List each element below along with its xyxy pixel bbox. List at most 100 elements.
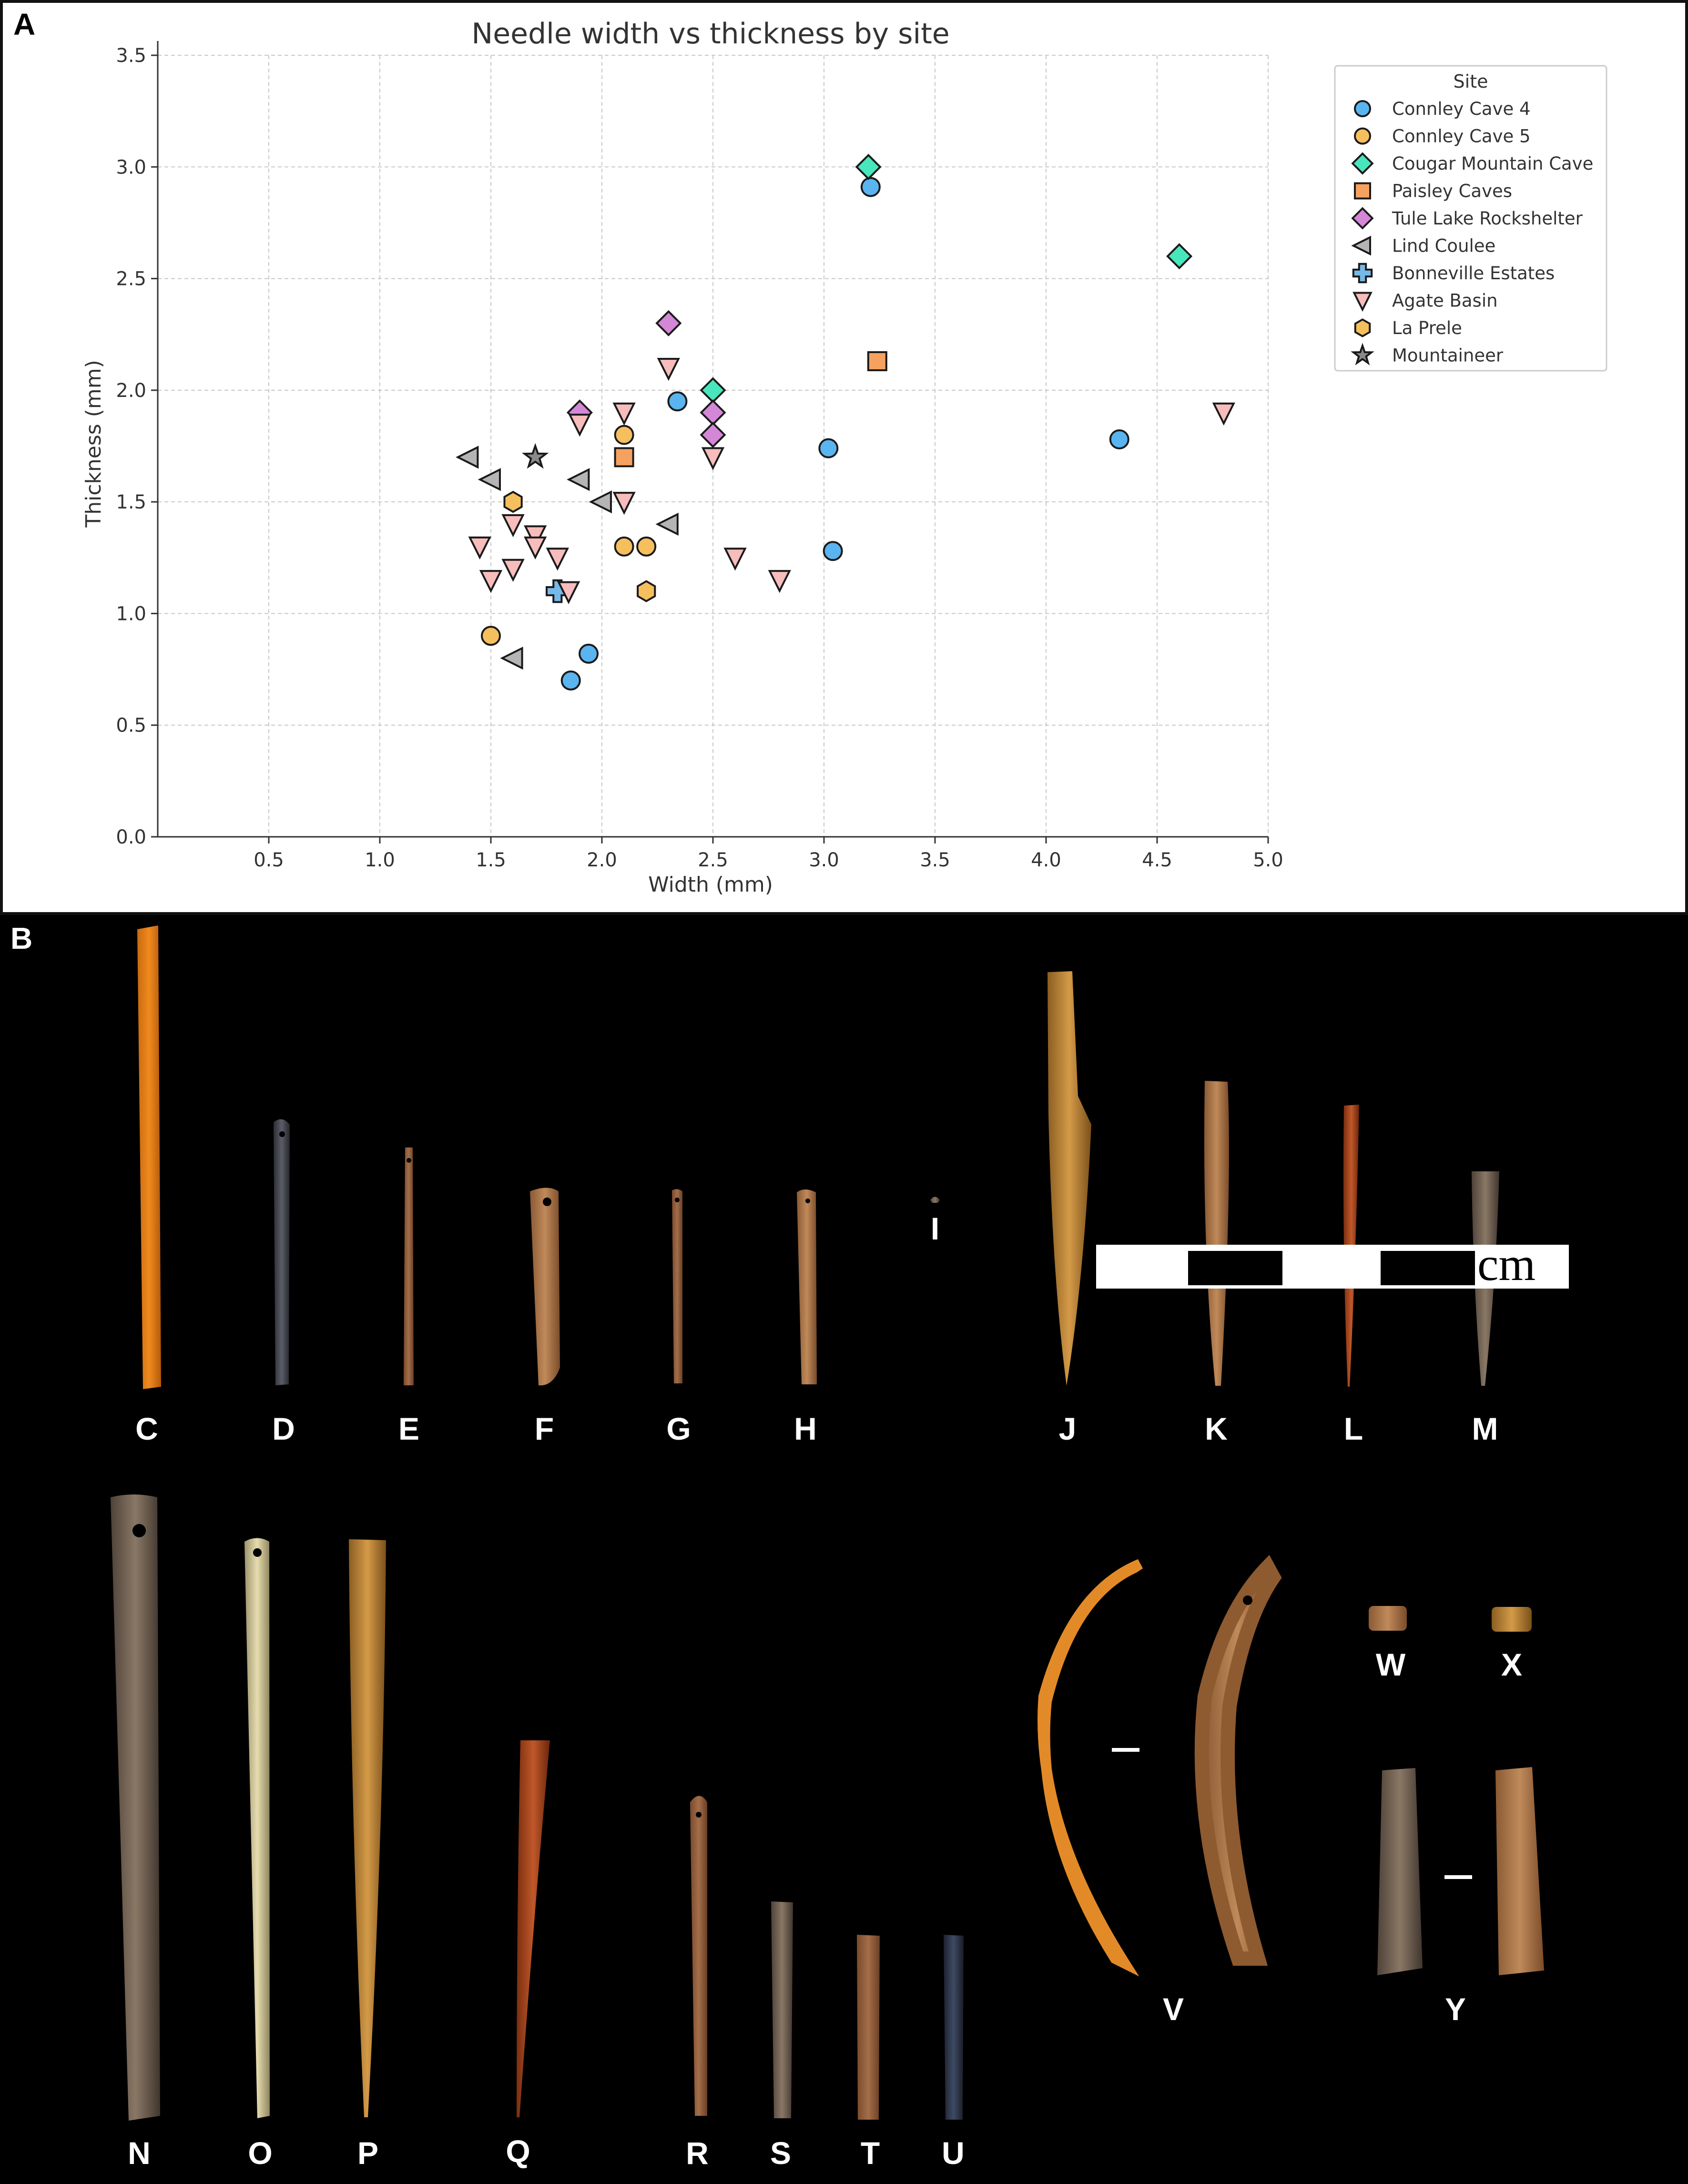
data-point [1109, 429, 1129, 449]
specimen-y-left [1377, 1768, 1423, 1975]
specimen-u [944, 1935, 964, 2120]
data-point [637, 580, 656, 602]
x-tick-label: 4.0 [1031, 849, 1061, 871]
label-i: I [930, 1211, 940, 1246]
panel-a-letter: A [13, 7, 36, 41]
legend-marker [1354, 127, 1371, 145]
chart-ticks: 0.5 1.0 1.5 2.0 2.5 3.0 3.5 4.0 4.5 5.0 0.0 0.5 1.0 1… [116, 45, 1283, 871]
data-point [568, 414, 591, 437]
x-tick-label: 1.5 [476, 849, 506, 871]
data-point [823, 541, 843, 561]
data-point [818, 438, 839, 458]
legend-entry: La Prele [1392, 318, 1462, 338]
label-d: D [272, 1411, 295, 1446]
data-point [501, 559, 525, 582]
data-point [1166, 243, 1193, 270]
legend-marker [1351, 152, 1374, 175]
label-m: M [1472, 1411, 1498, 1446]
specimen-v-eye [1243, 1595, 1252, 1605]
data-point [521, 443, 549, 469]
data-point [481, 626, 501, 646]
data-point [701, 447, 725, 470]
label-w: W [1375, 1647, 1406, 1682]
label-r: R [686, 2135, 709, 2171]
data-point [655, 310, 682, 336]
label-n: N [128, 2135, 151, 2171]
data-point [500, 647, 523, 670]
label-y: Y [1444, 1991, 1466, 2027]
data-point [612, 402, 636, 426]
data-point [867, 351, 887, 371]
y-tick-label: 0.0 [116, 826, 146, 848]
specimen-o-eye [253, 1548, 262, 1557]
legend-entry: Agate Basin [1392, 291, 1498, 311]
y-tick-label: 0.5 [116, 715, 146, 737]
data-point [503, 490, 523, 513]
label-g: G [666, 1411, 691, 1446]
legend-entry: Cougar Mountain Cave [1392, 153, 1593, 174]
specimen-h [797, 1189, 817, 1384]
legend-marker [1352, 263, 1373, 284]
specimen-photos [111, 925, 1544, 2121]
chart-legend: Site Connley Cave 4 Connley Cave 5 Cougar … [1334, 65, 1607, 372]
specimen-n-eye [132, 1524, 146, 1537]
data-point [501, 514, 525, 538]
scatter-chart: 0.5 1.0 1.5 2.0 2.5 3.0 3.5 4.0 4.5 5.0 0.0 0.5 1.0 1… [81, 17, 1607, 897]
specimen-i [930, 1197, 940, 1203]
data-point [700, 422, 726, 448]
label-e: E [398, 1411, 420, 1446]
legend-marker [1352, 292, 1373, 312]
specimen-v-left [1037, 1559, 1143, 1977]
specimen-e [404, 1148, 414, 1385]
label-s: S [770, 2135, 792, 2171]
legend-entry: Mountaineer [1392, 345, 1504, 366]
x-tick-label: 0.5 [254, 849, 284, 871]
legend-frame [1334, 65, 1607, 372]
legend-marker [1354, 182, 1371, 200]
data-point [1212, 402, 1235, 426]
chart-title: Needle width vs thickness by site [471, 17, 949, 51]
label-x: X [1501, 1647, 1523, 1682]
specimen-g-eye [675, 1198, 680, 1202]
specimen-h-eye [805, 1199, 810, 1203]
specimen-f-eye [543, 1198, 551, 1206]
y-tick-label: 2.5 [116, 268, 146, 290]
label-l: L [1343, 1411, 1363, 1446]
y-tick-label: 3.0 [116, 156, 146, 178]
data-point [700, 377, 726, 404]
specimen-j [1047, 971, 1091, 1386]
data-point [636, 536, 657, 557]
specimen-v-right [1194, 1555, 1282, 1966]
specimen-k [1204, 1081, 1229, 1386]
data-point [614, 447, 634, 467]
label-f: F [534, 1411, 554, 1446]
legend-entry: Bonneville Estates [1392, 263, 1555, 284]
data-point [723, 548, 747, 571]
data-point [589, 490, 612, 514]
specimen-d-eye [279, 1131, 285, 1137]
legend-entry: Connley Cave 5 [1392, 126, 1531, 147]
label-v: V [1162, 1991, 1184, 2027]
v-separator-dash [1112, 1748, 1139, 1752]
scale-bar-block-2 [1381, 1251, 1475, 1285]
y-axis-label: Thickness (mm) [81, 360, 106, 528]
legend-entry: Tule Lake Rockshelter [1392, 208, 1583, 229]
specimen-d [274, 1119, 290, 1385]
data-point [855, 153, 882, 180]
x-tick-label: 3.0 [809, 849, 839, 871]
panel-a: A 0.5 1.0 1.5 2.0 2.5 3.0 3.5 4.0 4.5 5.0 0.0 0.5 1.… [0, 0, 1688, 915]
data-point [860, 177, 881, 197]
specimen-c [137, 925, 161, 1389]
specimen-e-eye [407, 1158, 411, 1163]
data-point [655, 512, 679, 536]
specimen-w [1369, 1606, 1407, 1631]
y-tick-label: 3.5 [116, 45, 146, 67]
data-point [612, 492, 636, 515]
data-point [524, 536, 547, 560]
label-j: J [1058, 1411, 1077, 1446]
x-tick-label: 2.0 [587, 849, 617, 871]
x-tick-label: 1.0 [365, 849, 395, 871]
specimen-q [517, 1740, 550, 2117]
data-point [560, 670, 581, 691]
specimen-r [690, 1796, 707, 2116]
